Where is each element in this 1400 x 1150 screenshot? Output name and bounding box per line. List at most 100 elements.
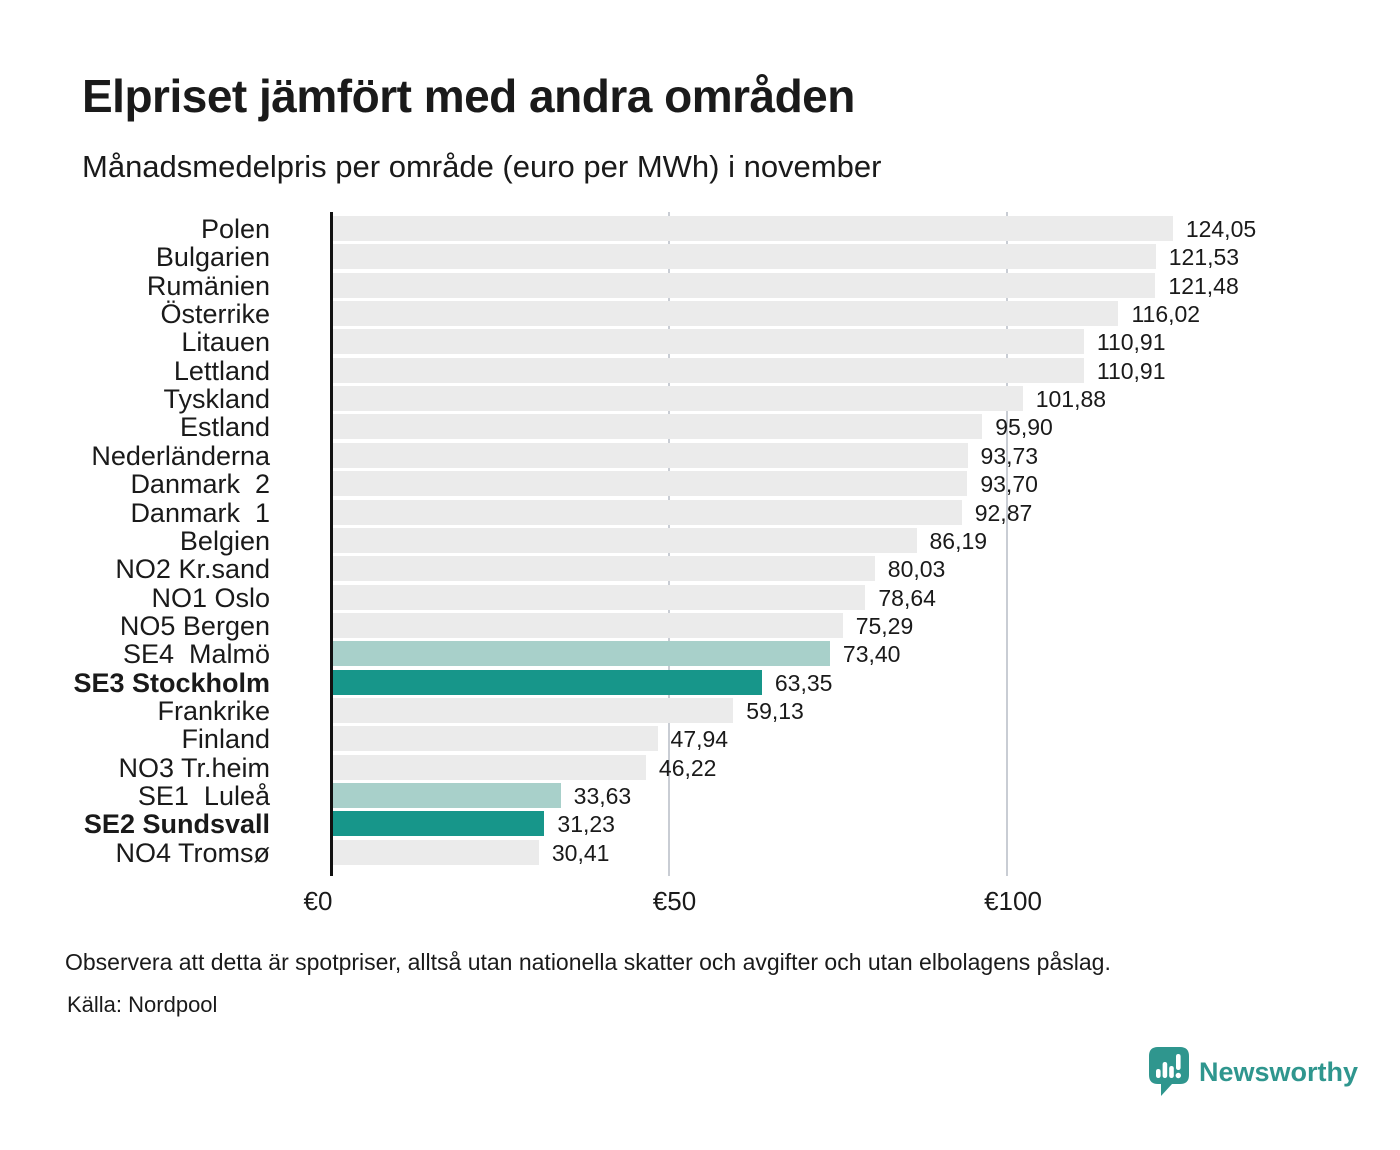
value-label: 116,02 [1131,301,1201,328]
value-bar [333,357,1084,383]
value-label: 47,94 [670,726,729,753]
value-label: 73,40 [842,641,901,668]
y-axis-line [330,212,333,876]
chart-row: Bulgarien 121,53 [0,242,1400,273]
value-label: 63,35 [774,669,833,696]
value-bar [333,272,1156,298]
chart-row: Danmark 1 92,87 [0,497,1400,528]
chart-subtitle: Månadsmedelpris per område (euro per MWh… [82,149,882,184]
value-label: 93,73 [980,442,1039,469]
chart-row: Lettland 110,91 [0,355,1400,386]
chart-row: SE2 Sundsvall 31,23 [0,809,1400,840]
chart-row: NO3 Tr.heim 46,22 [0,752,1400,783]
value-bar [333,754,646,780]
value-bar [333,527,917,553]
category-label: Bulgarien [155,242,270,273]
value-label: 101,88 [1035,386,1107,413]
chart-row: NO4 Tromsø 30,41 [0,837,1400,868]
value-label: 46,22 [658,754,717,781]
category-label: NO5 Bergen [119,610,270,641]
category-label: SE2 Sundsvall [83,809,270,840]
value-bar [333,669,762,695]
category-label: Frankrike [157,695,270,726]
value-label: 110,91 [1096,329,1166,356]
chart-row: NO2 Kr.sand 80,03 [0,554,1400,585]
value-label: 86,19 [929,527,988,554]
x-tick-label: €0 [303,886,333,916]
gridline-100 [1006,212,1008,876]
category-label: Estland [179,412,270,443]
value-label: 75,29 [855,612,914,639]
bar-chart: €0 €50 €100 Polen 124,05 Bulgarien 121,53 Rumän… [0,212,1400,928]
category-label: Danmark 2 [130,469,270,500]
chart-row: Tyskland 101,88 [0,384,1400,415]
value-bar [333,301,1119,327]
value-label: 110,91 [1096,357,1166,384]
category-label: NO4 Tromsø [115,837,270,868]
newsworthy-bubble-chart-icon [1149,1047,1189,1096]
category-label: Polen [200,214,270,244]
value-bar [333,584,866,610]
category-label: Finland [181,724,270,755]
value-bar [333,783,561,808]
value-label: 30,41 [551,839,610,866]
chart-row: Polen 124,05 [0,214,1400,244]
value-label: 95,90 [995,414,1053,441]
chart-row: Nederländerna 93,73 [0,440,1400,471]
value-bar [333,471,968,497]
value-label: 31,23 [557,811,615,838]
chart-row: Rumänien 121,48 [0,270,1400,301]
category-label: Belgien [179,525,270,556]
value-label: 92,87 [974,499,1033,526]
x-tick-label: €50 [652,886,697,916]
value-bar [333,442,968,468]
value-label: 121,48 [1168,272,1239,299]
category-label: SE1 Luleå [137,781,270,811]
newsworthy-wordmark: Newsworthy [1199,1057,1359,1087]
category-label: Österrike [160,299,270,330]
value-bar [333,499,962,525]
category-label: NO3 Tr.heim [118,752,270,783]
value-bar [333,329,1084,355]
value-bar [333,697,734,723]
category-label: Nederländerna [91,440,270,471]
value-bar [333,839,539,865]
category-label: Litauen [181,327,270,358]
value-bar [333,811,545,837]
category-label: Rumänien [146,270,270,301]
chart-row: Estland 95,90 [0,412,1400,443]
category-label: Lettland [173,355,270,386]
chart-row: NO1 Oslo 78,64 [0,582,1400,613]
value-bar [333,612,843,638]
value-bar [333,414,983,440]
value-label: 59,13 [746,697,804,724]
value-label: 33,63 [573,783,632,809]
chart-row: SE3 Stockholm 63,35 [0,667,1400,698]
chart-row: Belgien 86,19 [0,525,1400,556]
value-bar [333,556,875,582]
value-label: 121,53 [1168,244,1240,271]
footnote: Observera att detta är spotpriser, allts… [65,949,1111,975]
chart-row: Danmark 2 93,70 [0,469,1400,500]
chart-row: NO5 Bergen 75,29 [0,610,1400,641]
category-label: Tyskland [163,384,270,415]
value-bar [333,216,1173,241]
category-label: Danmark 1 [130,497,270,528]
value-bar [333,641,830,667]
value-label: 80,03 [887,556,946,583]
chart-row: SE1 Luleå 33,63 [0,781,1400,811]
value-bar [333,726,658,752]
category-label: SE3 Stockholm [73,667,270,698]
page-title: Elpriset jämfört med andra områden [82,70,855,122]
value-bar [333,244,1156,270]
chart-row: Österrike 116,02 [0,299,1400,330]
newsworthy-logo: Newsworthy [1148,1046,1358,1098]
value-bar [333,386,1023,412]
category-label: NO2 Kr.sand [115,554,270,585]
x-tick-label: €100 [984,886,1042,916]
category-label: NO1 Oslo [151,582,270,613]
chart-row: Finland 47,94 [0,724,1400,755]
source-label: Källa: Nordpool [67,992,218,1017]
value-label: 78,64 [878,584,936,611]
chart-row: Frankrike 59,13 [0,695,1400,726]
